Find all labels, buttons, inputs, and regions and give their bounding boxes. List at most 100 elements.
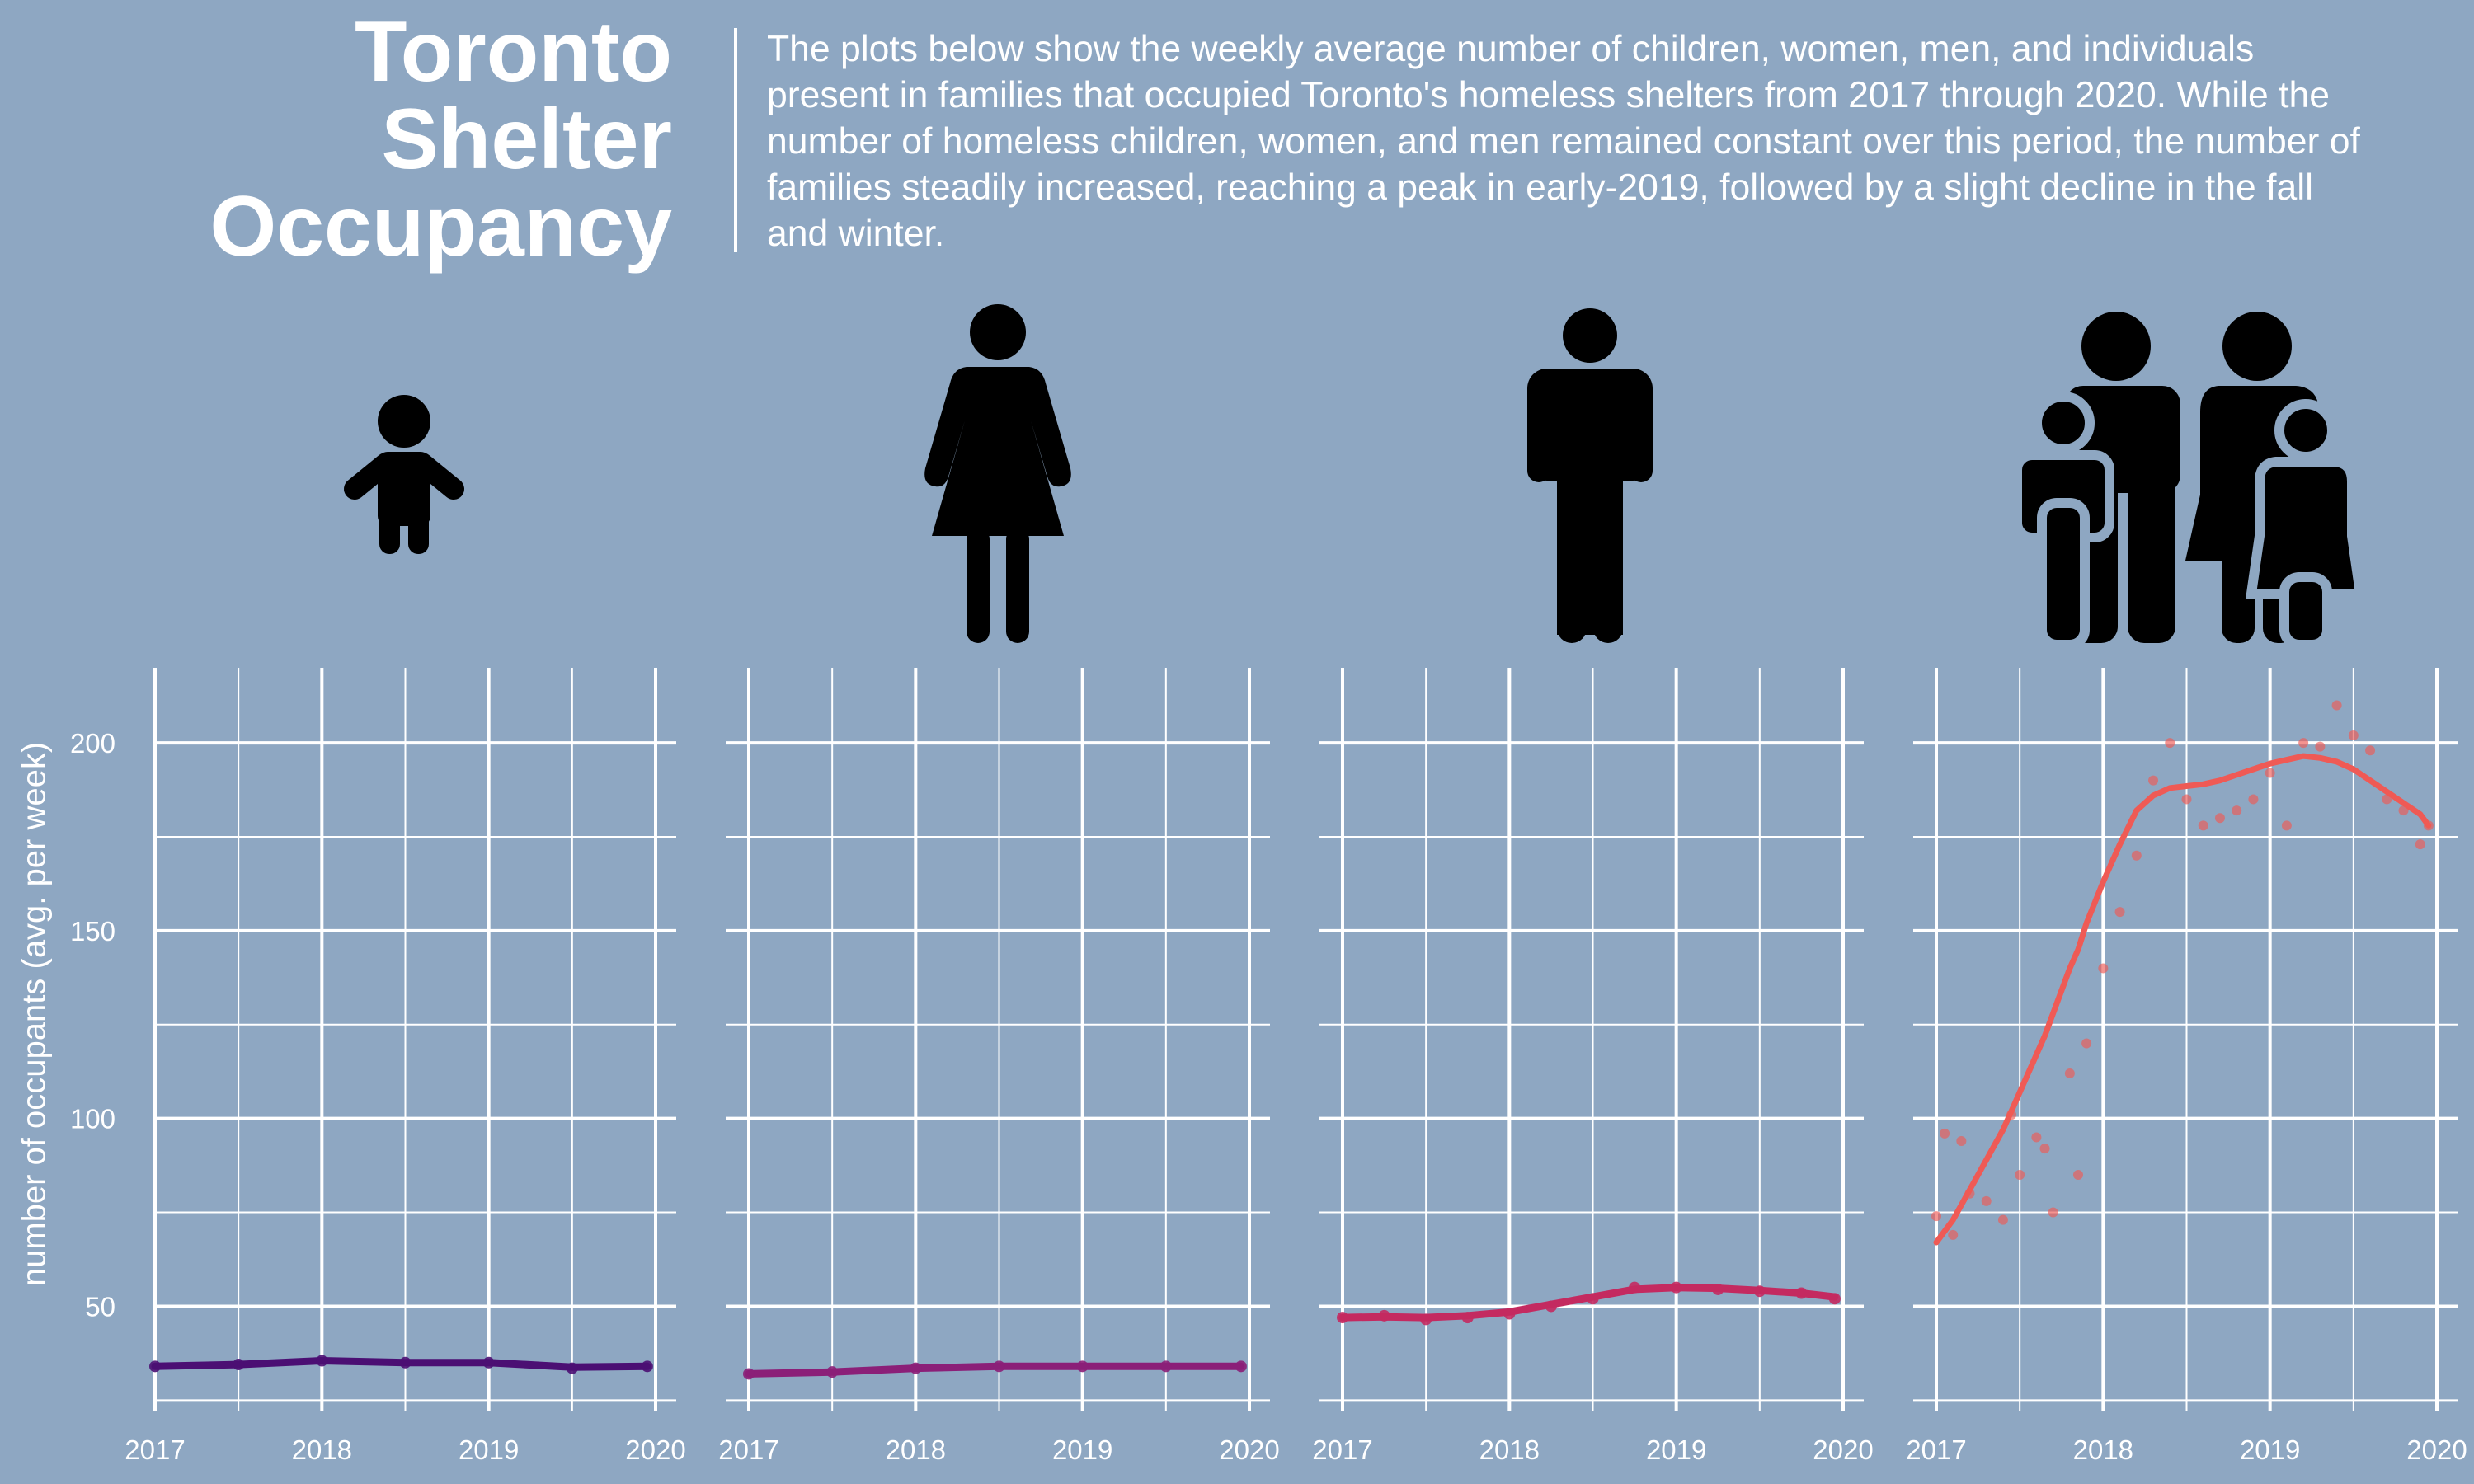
data-point xyxy=(910,1362,922,1374)
data-point xyxy=(2048,1207,2058,1218)
data-point xyxy=(1964,1188,1975,1199)
data-point xyxy=(2039,1144,2050,1154)
data-point xyxy=(1997,1214,2008,1225)
data-point xyxy=(233,1359,245,1371)
data-point xyxy=(1670,1281,1682,1294)
panel-men: 2017 2018 2019 2020 xyxy=(1312,668,1874,1465)
panel-women: 2017 2018 2019 2020 xyxy=(718,668,1280,1465)
data-point xyxy=(1378,1309,1390,1322)
series-line-families xyxy=(1933,753,2432,1246)
data-point xyxy=(2015,1170,2025,1180)
x-tick-label: 2019 xyxy=(1052,1435,1112,1465)
data-point xyxy=(2382,794,2392,805)
x-tick-label: 2020 xyxy=(625,1435,685,1465)
data-point xyxy=(1587,1293,1599,1305)
data-point xyxy=(2131,850,2142,861)
data-point xyxy=(1948,1229,1959,1240)
chart-title: Toronto Shelter Occupancy xyxy=(0,8,672,270)
data-point xyxy=(1235,1360,1247,1373)
data-point xyxy=(316,1355,328,1367)
data-point xyxy=(2165,738,2175,749)
data-point xyxy=(482,1356,495,1369)
x-tick-label: 2018 xyxy=(886,1435,946,1465)
data-point xyxy=(149,1360,161,1373)
x-tick-label: 2017 xyxy=(1906,1435,1966,1465)
data-point xyxy=(2081,1038,2092,1049)
x-tick-label: 2018 xyxy=(2073,1435,2133,1465)
x-tick-label: 2017 xyxy=(125,1435,185,1465)
data-point xyxy=(826,1366,839,1378)
chart-subtitle: The plots below show the weekly average … xyxy=(767,29,2360,254)
data-point xyxy=(2281,820,2292,831)
data-point xyxy=(1712,1283,1724,1295)
family-icon xyxy=(2012,312,2366,650)
data-point xyxy=(2148,775,2159,786)
data-point xyxy=(1828,1293,1841,1305)
data-point xyxy=(1337,1312,1348,1324)
data-point xyxy=(641,1360,653,1373)
x-tick-label: 2019 xyxy=(459,1435,519,1465)
data-point xyxy=(1956,1136,1967,1146)
x-tick-label: 2018 xyxy=(292,1435,352,1465)
data-point xyxy=(1795,1287,1808,1299)
data-point xyxy=(2298,738,2309,749)
data-point xyxy=(1931,1211,1941,1222)
data-point xyxy=(2248,794,2259,805)
data-point xyxy=(2064,1068,2075,1078)
data-point xyxy=(399,1356,412,1369)
data-point xyxy=(1940,1128,1950,1139)
data-point xyxy=(2348,730,2359,740)
child-icon xyxy=(344,395,464,554)
title-line: Toronto xyxy=(354,4,672,100)
data-point xyxy=(1420,1313,1432,1326)
data-point xyxy=(2315,741,2326,752)
x-tick-label: 2017 xyxy=(718,1435,778,1465)
y-tick-label: 200 xyxy=(70,728,115,758)
panel-children: 2017 2018 2019 2020 50 100 150 200 xyxy=(70,668,686,1465)
data-point xyxy=(2114,907,2125,918)
data-point xyxy=(2072,1170,2083,1180)
data-point xyxy=(2415,839,2425,850)
data-point xyxy=(1629,1281,1641,1294)
title-divider xyxy=(734,28,737,252)
x-tick-label: 2019 xyxy=(1646,1435,1706,1465)
data-point xyxy=(1545,1300,1557,1313)
data-point xyxy=(993,1360,1005,1373)
data-point xyxy=(1159,1360,1172,1373)
data-point xyxy=(2031,1132,2042,1143)
data-point xyxy=(1753,1285,1766,1298)
title-line: Shelter xyxy=(381,92,672,187)
man-icon xyxy=(1527,308,1653,643)
data-point xyxy=(2423,820,2434,831)
x-tick-label: 2020 xyxy=(2406,1435,2467,1465)
data-point xyxy=(1981,1195,1992,1206)
woman-icon xyxy=(924,304,1071,643)
x-tick-label: 2017 xyxy=(1312,1435,1372,1465)
title-line: Occupancy xyxy=(209,179,672,275)
data-point xyxy=(743,1368,755,1380)
data-point xyxy=(1076,1360,1089,1373)
data-point xyxy=(1503,1308,1516,1320)
y-tick-label: 100 xyxy=(70,1104,115,1134)
data-point xyxy=(2181,794,2192,805)
data-point xyxy=(2098,963,2109,974)
data-point xyxy=(2214,813,2225,824)
y-tick-label: 150 xyxy=(70,916,115,946)
data-point xyxy=(2006,1110,2017,1120)
y-tick-label: 50 xyxy=(85,1291,115,1322)
data-point xyxy=(2398,805,2409,816)
data-point xyxy=(566,1362,578,1374)
x-tick-label: 2019 xyxy=(2240,1435,2300,1465)
x-tick-label: 2020 xyxy=(1219,1435,1279,1465)
data-point xyxy=(2265,768,2275,778)
data-point xyxy=(2232,805,2242,816)
data-point xyxy=(2331,700,2342,711)
panel-families: 2017 2018 2019 2020 xyxy=(1906,668,2467,1465)
data-point xyxy=(2198,820,2208,831)
x-tick-label: 2018 xyxy=(1479,1435,1540,1465)
data-point xyxy=(2365,745,2376,756)
x-tick-label: 2020 xyxy=(1813,1435,1873,1465)
data-point xyxy=(1461,1312,1474,1324)
